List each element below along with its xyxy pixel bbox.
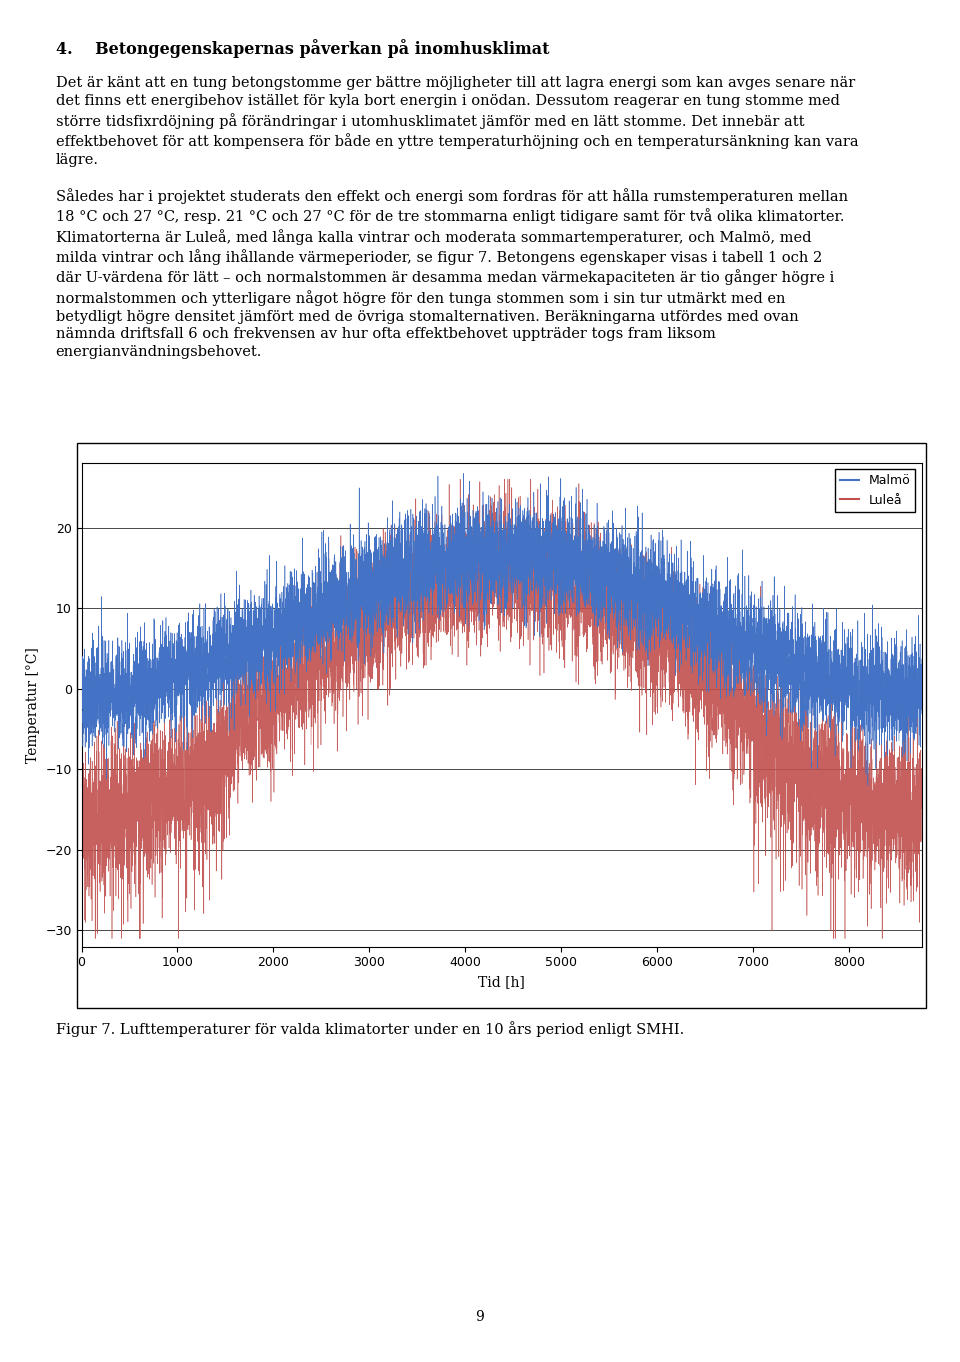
Text: Således har i projektet studerats den effekt och energi som fordras för att håll: Således har i projektet studerats den ef… xyxy=(56,188,848,360)
X-axis label: Tid [h]: Tid [h] xyxy=(478,975,525,989)
Text: Figur 7. Lufttemperaturer för valda klimatorter under en 10 års period enligt SM: Figur 7. Lufttemperaturer för valda klim… xyxy=(56,1022,684,1038)
Text: Det är känt att en tung betongstomme ger bättre möjligheter till att lagra energ: Det är känt att en tung betongstomme ger… xyxy=(56,76,858,166)
Legend: Malmö, Luleå: Malmö, Luleå xyxy=(835,470,915,512)
Y-axis label: Temperatur [°C]: Temperatur [°C] xyxy=(26,647,40,763)
Text: 4.    Betongegenskapernas påverkan på inomhusklimat: 4. Betongegenskapernas påverkan på inomh… xyxy=(56,39,549,59)
Text: 9: 9 xyxy=(475,1310,485,1324)
